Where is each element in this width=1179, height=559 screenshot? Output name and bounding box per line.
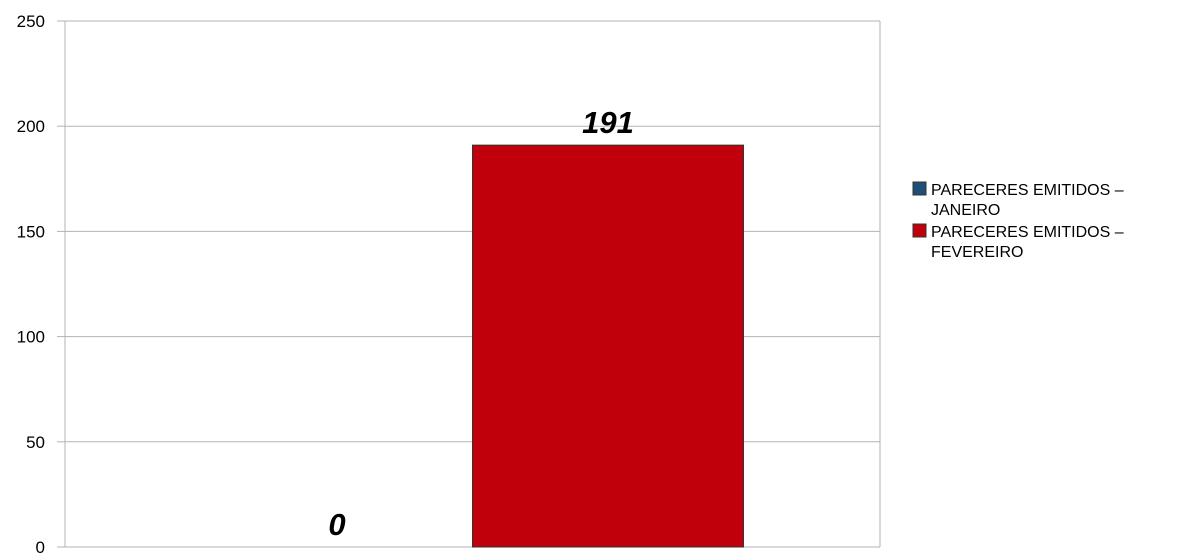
data-label-1: 0 xyxy=(328,507,345,542)
axes: 0 50 100 150 200 250 xyxy=(17,12,881,557)
y-tick-label: 100 xyxy=(17,328,45,347)
y-tick-label: 0 xyxy=(36,538,45,554)
y-tick-label: 250 xyxy=(17,12,45,31)
y-tick-label: 150 xyxy=(17,222,45,241)
legend-swatch-2 xyxy=(912,223,927,238)
legend-swatch-1 xyxy=(912,181,927,196)
legend-label-2: PARECERES EMITIDOS – FEVEREIRO xyxy=(931,224,1124,261)
data-label-2: 191 xyxy=(582,105,634,140)
bar-2 xyxy=(472,144,744,548)
legend-label-1: PARECERES EMITIDOS – JANEIRO xyxy=(931,182,1124,219)
legend: PARECERES EMITIDOS – JANEIRO PARECERES EMI… xyxy=(912,181,1124,261)
y-tick-label: 50 xyxy=(26,433,45,452)
bars xyxy=(472,144,744,548)
y-tick-label: 200 xyxy=(17,117,45,136)
data-labels: 0 191 xyxy=(328,105,633,542)
